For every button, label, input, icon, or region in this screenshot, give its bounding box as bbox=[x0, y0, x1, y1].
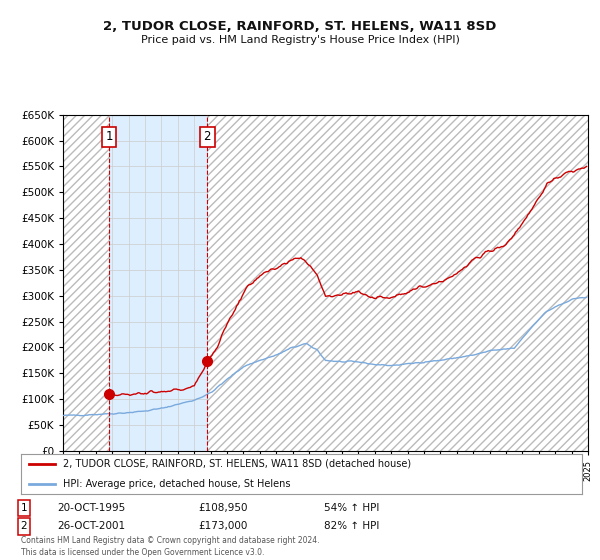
Text: £173,000: £173,000 bbox=[198, 521, 247, 531]
Text: 1: 1 bbox=[105, 130, 113, 143]
Text: 26-OCT-2001: 26-OCT-2001 bbox=[57, 521, 125, 531]
Text: 54% ↑ HPI: 54% ↑ HPI bbox=[324, 503, 379, 513]
Bar bbox=[63, 115, 109, 451]
Text: Contains HM Land Registry data © Crown copyright and database right 2024.
This d: Contains HM Land Registry data © Crown c… bbox=[21, 536, 320, 557]
Text: Price paid vs. HM Land Registry's House Price Index (HPI): Price paid vs. HM Land Registry's House … bbox=[140, 35, 460, 45]
Text: £108,950: £108,950 bbox=[198, 503, 248, 513]
Text: 2: 2 bbox=[203, 130, 211, 143]
Bar bbox=[208, 115, 588, 451]
Text: 1: 1 bbox=[20, 503, 28, 513]
Text: 2: 2 bbox=[20, 521, 28, 531]
Bar bbox=[208, 115, 588, 451]
Text: 2, TUDOR CLOSE, RAINFORD, ST. HELENS, WA11 8SD (detached house): 2, TUDOR CLOSE, RAINFORD, ST. HELENS, WA… bbox=[63, 459, 411, 469]
Text: 82% ↑ HPI: 82% ↑ HPI bbox=[324, 521, 379, 531]
Text: 2, TUDOR CLOSE, RAINFORD, ST. HELENS, WA11 8SD: 2, TUDOR CLOSE, RAINFORD, ST. HELENS, WA… bbox=[103, 20, 497, 32]
Text: HPI: Average price, detached house, St Helens: HPI: Average price, detached house, St H… bbox=[63, 479, 290, 489]
Text: 20-OCT-1995: 20-OCT-1995 bbox=[57, 503, 125, 513]
Bar bbox=[109, 115, 208, 451]
Bar bbox=[63, 115, 109, 451]
